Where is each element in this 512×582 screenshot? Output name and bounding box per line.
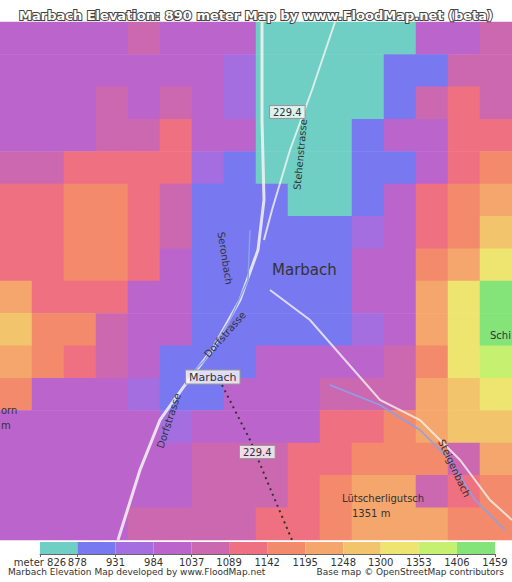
svg-text:1353: 1353 bbox=[406, 556, 432, 568]
svg-text:Base map © OpenStreetMap contr: Base map © OpenStreetMap contributors bbox=[317, 567, 505, 577]
svg-text:1037: 1037 bbox=[178, 556, 205, 568]
svg-text:Marbach Elevation: 890 meter M: Marbach Elevation: 890 meter Map by www.… bbox=[19, 8, 493, 23]
svg-text:Schi: Schi bbox=[490, 330, 511, 341]
svg-text:1406: 1406 bbox=[444, 556, 470, 568]
svg-text:Marbach: Marbach bbox=[272, 261, 337, 279]
html-text:meter 826 878: meter 826 878 bbox=[13, 556, 87, 568]
svg-text:Stehenstrasse: Stehenstrasse bbox=[292, 119, 310, 191]
svg-text:1089: 1089 bbox=[216, 556, 242, 568]
svg-text:931: 931 bbox=[105, 556, 125, 568]
svg-text:1195: 1195 bbox=[293, 557, 318, 568]
svg-text:Dorfstrasse: Dorfstrasse bbox=[202, 309, 248, 359]
svg-text:1248: 1248 bbox=[330, 556, 357, 568]
svg-text:229.4: 229.4 bbox=[243, 447, 272, 458]
svg-text:1142: 1142 bbox=[254, 556, 280, 568]
svg-text:1300: 1300 bbox=[368, 556, 394, 568]
svg-text:Dorfstrasse: Dorfstrasse bbox=[155, 392, 183, 450]
svg-text:Marbach: Marbach bbox=[189, 371, 237, 384]
svg-text:orn: orn bbox=[1, 405, 17, 416]
svg-text:Marbach Elevation Map develope: Marbach Elevation Map developed by www.F… bbox=[8, 567, 266, 577]
svg-text:1351 m: 1351 m bbox=[352, 508, 390, 519]
svg-text:229.4: 229.4 bbox=[273, 107, 302, 118]
svg-text:Steigenbach: Steigenbach bbox=[436, 438, 473, 499]
svg-text:Seronbach: Seronbach bbox=[216, 231, 235, 285]
svg-text:m: m bbox=[1, 420, 11, 431]
svg-text:Lütscherligutsch: Lütscherligutsch bbox=[342, 493, 424, 504]
svg-text:1459: 1459 bbox=[482, 556, 508, 568]
svg-text:984: 984 bbox=[144, 556, 164, 568]
